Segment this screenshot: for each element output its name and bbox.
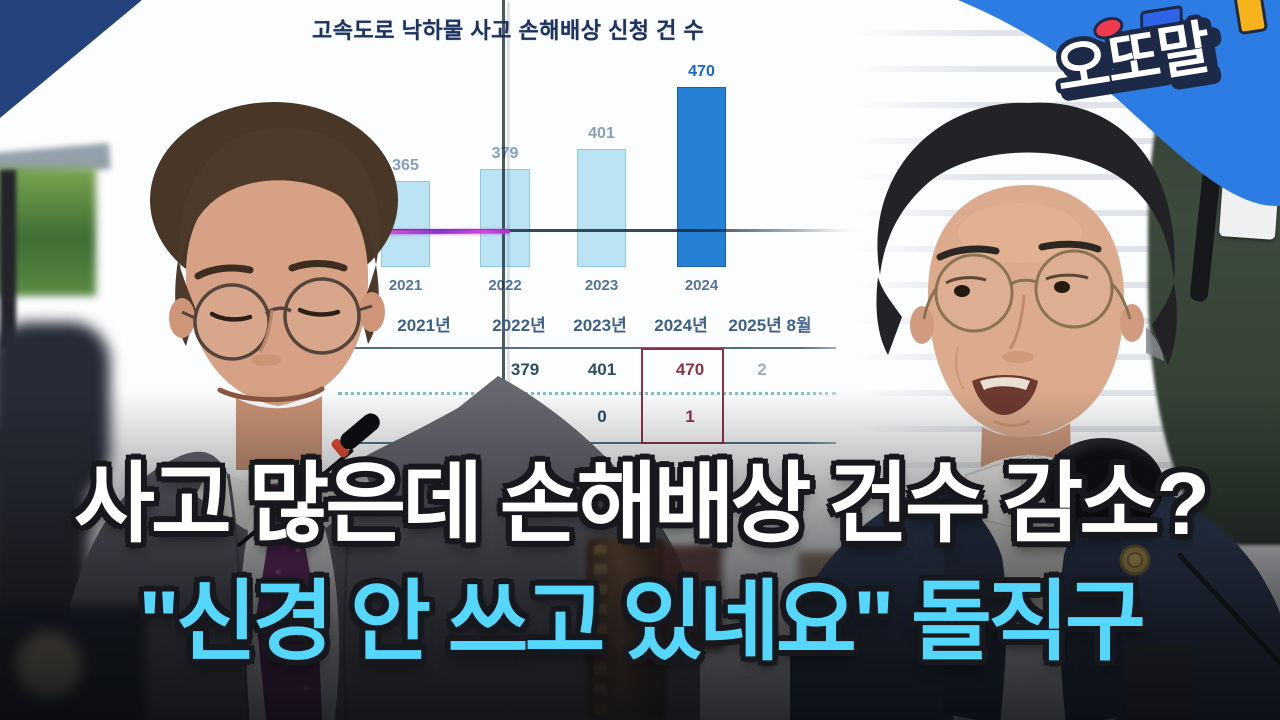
logo-text: 오또말 (1051, 15, 1215, 104)
table-cell: 2 (757, 360, 767, 379)
caption-line-2: "신경 안 쓰고 있네요" 돌직구 (138, 572, 1146, 671)
foreground-blur-shape (16, 632, 82, 698)
logo-yellow-block (1233, 0, 1268, 35)
caption-line-1: 사고 많은데 손해배상 건수 감소? (73, 454, 1210, 553)
chart-title: 고속도로 낙하물 사고 손해배상 신청 건 수 (312, 18, 705, 43)
